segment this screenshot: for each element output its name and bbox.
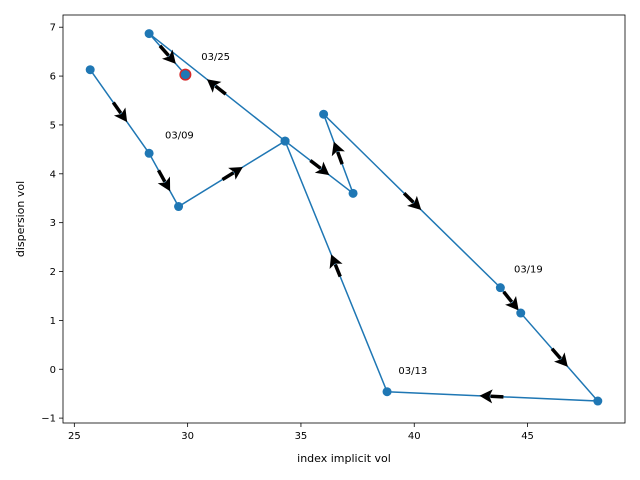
data-point <box>280 136 290 146</box>
arrow-head <box>505 295 519 311</box>
arrow-shaft <box>550 347 562 360</box>
y-tick-label: 2 <box>50 267 56 278</box>
date-annotation: 03/25 <box>201 52 230 63</box>
x-tick-label: 25 <box>68 431 81 442</box>
series-line <box>89 32 600 402</box>
data-point <box>382 387 392 397</box>
data-point <box>319 109 329 119</box>
arrow-head <box>554 352 568 367</box>
y-tick-label: 6 <box>50 72 56 83</box>
y-tick-label: 4 <box>50 169 56 180</box>
date-annotation: 03/19 <box>514 265 543 276</box>
data-point <box>144 148 154 158</box>
x-axis: 25 30 35 40 45 <box>68 423 534 442</box>
arrow-head <box>331 141 345 157</box>
arrow-shaft <box>158 44 170 57</box>
data-point <box>144 29 154 39</box>
date-annotation: 03/13 <box>398 366 427 377</box>
direction-arrow <box>158 44 176 64</box>
x-tick-label: 30 <box>181 431 194 442</box>
data-point <box>495 283 505 293</box>
arrow-shaft <box>309 159 322 170</box>
arrow-shaft <box>156 169 167 183</box>
y-tick-label: 5 <box>50 120 56 131</box>
plot-area: 03/25 03/09 03/19 03/13 <box>85 29 603 406</box>
arrow-head <box>113 107 128 123</box>
data-point <box>85 65 95 75</box>
y-axis: −1 0 1 2 3 4 5 6 7 <box>41 23 63 425</box>
arrow-head <box>479 389 493 404</box>
arrow-head <box>314 161 330 176</box>
data-point <box>593 396 603 406</box>
x-axis-label: index implicit vol <box>297 452 391 465</box>
data-point <box>348 188 358 198</box>
arrow-shaft <box>402 191 415 204</box>
arrow-head <box>228 166 243 180</box>
arrow-shaft <box>335 151 344 165</box>
arrow-head <box>407 195 422 211</box>
y-tick-label: 3 <box>50 218 56 229</box>
direction-arrow <box>309 159 330 176</box>
y-tick-label: −1 <box>41 414 56 425</box>
y-tick-label: 0 <box>50 365 56 376</box>
x-tick-label: 35 <box>295 431 308 442</box>
axes-frame <box>62 14 626 424</box>
arrow-head <box>329 254 343 270</box>
direction-arrow <box>206 79 227 96</box>
x-tick-label: 40 <box>408 431 421 442</box>
arrow-head <box>161 49 176 64</box>
y-tick-label: 7 <box>50 23 56 34</box>
arrow-shaft <box>502 290 514 304</box>
direction-arrow <box>331 141 345 165</box>
x-tick-label: 45 <box>521 431 534 442</box>
arrow-shaft <box>490 394 504 399</box>
direction-arrow <box>479 389 504 404</box>
arrow-shaft <box>333 263 342 278</box>
arrow-shaft <box>221 171 235 182</box>
direction-arrow <box>550 347 568 367</box>
direction-arrow <box>156 169 171 192</box>
direction-arrow <box>221 166 243 182</box>
y-axis-label: dispersion vol <box>14 181 27 257</box>
date-annotation: 03/09 <box>165 131 194 142</box>
direction-arrow <box>502 290 519 311</box>
y-tick-label: 1 <box>50 316 56 327</box>
arrow-shaft <box>111 101 123 115</box>
arrow-head <box>206 79 222 93</box>
data-point <box>180 70 190 80</box>
direction-arrow <box>402 191 422 211</box>
arrow-shaft <box>214 84 227 96</box>
direction-arrow <box>329 254 343 278</box>
direction-arrow <box>111 101 128 123</box>
data-point <box>174 202 184 212</box>
data-point <box>516 308 526 318</box>
arrow-head <box>157 176 171 192</box>
